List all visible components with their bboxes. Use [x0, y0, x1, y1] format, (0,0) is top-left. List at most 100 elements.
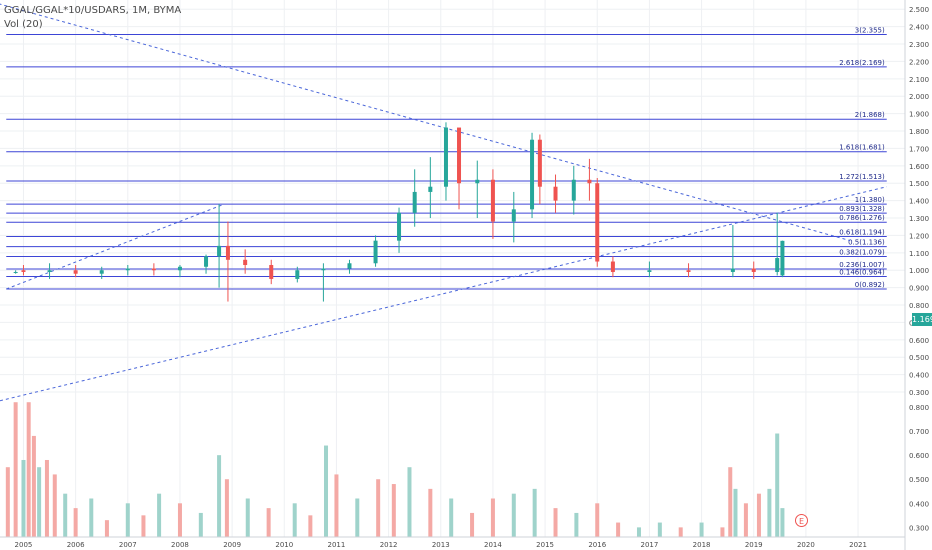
candle-body	[397, 212, 402, 241]
y-tick-label: 2.300	[909, 41, 929, 49]
candle-body	[217, 245, 222, 257]
x-tick-label: 2015	[536, 541, 554, 549]
y-tick-label: 1.700	[909, 145, 929, 153]
candle-body	[595, 183, 600, 262]
volume-bar	[125, 503, 130, 537]
volume-bar	[21, 459, 26, 537]
volume-bar	[13, 402, 18, 537]
candle-body	[373, 240, 378, 264]
volume-bar	[73, 508, 78, 537]
candle-body	[511, 209, 516, 222]
y-tick-label: 1.500	[909, 180, 929, 188]
candle-body	[295, 270, 300, 279]
candle-body	[475, 179, 480, 184]
y-tick-label: 0.400	[909, 372, 929, 380]
candle-body	[443, 127, 448, 187]
y-tick-label: 2.200	[909, 58, 929, 66]
volume-bar	[636, 527, 641, 537]
candle-body	[321, 268, 326, 271]
volume-bars	[5, 402, 785, 537]
volume-bar	[37, 467, 42, 537]
candle-body	[686, 270, 691, 272]
volume-bar	[104, 520, 109, 537]
candle-body	[177, 266, 182, 271]
volume-bar	[245, 498, 250, 537]
y-tick-label: 2.400	[909, 24, 929, 32]
x-tick-label: 2013	[432, 541, 450, 549]
fib-level-label: 1.272(1.513)	[839, 173, 885, 181]
volume-bar	[324, 445, 329, 537]
volume-bar	[89, 498, 94, 537]
y-tick-label: 2.500	[909, 6, 929, 14]
x-tick-label: 2011	[328, 541, 346, 549]
candle-body	[775, 258, 780, 272]
volume-bar	[780, 508, 785, 537]
fib-level-label: 3(2.355)	[855, 26, 885, 34]
candle-body	[457, 127, 462, 184]
volume-bar	[26, 402, 31, 537]
candle-body	[243, 259, 248, 266]
candle-body	[751, 268, 756, 272]
fib-level-label: 0.382(1.079)	[839, 248, 885, 256]
fib-level-label: 0.236(1.007)	[839, 261, 885, 269]
volume-bar	[407, 467, 412, 537]
y-tick-label: 0.800	[909, 302, 929, 310]
volume-bar	[266, 508, 271, 537]
candle-body	[490, 179, 495, 222]
volume-bar	[63, 493, 68, 537]
y-tick-label: 1.800	[909, 128, 929, 136]
candle-body	[99, 270, 104, 274]
volume-bar	[52, 474, 57, 537]
trendline	[0, 186, 887, 402]
volume-bar	[767, 488, 772, 537]
volume-bar	[553, 508, 558, 537]
candle-body	[225, 245, 230, 260]
symbol-label[interactable]: GGAL/GGAL*10/USDARS, 1M, BYMA	[4, 5, 182, 16]
candle-body	[73, 270, 78, 274]
volume-bar	[334, 474, 339, 537]
volume-bar	[5, 467, 10, 537]
volume-bar	[733, 488, 738, 537]
volume-bar	[308, 515, 313, 537]
grid-lines	[0, 0, 905, 537]
volume-tick-label: 0.400	[909, 500, 929, 508]
trendline	[0, 3, 851, 242]
fib-level-label: 1(1.380)	[855, 196, 885, 204]
x-tick-label: 2012	[380, 541, 398, 549]
volume-bar	[31, 435, 36, 537]
candle-body	[530, 139, 535, 210]
fib-level-label: 0.5(1.136)	[848, 239, 885, 247]
x-tick-label: 2021	[849, 541, 867, 549]
volume-bar	[756, 493, 761, 537]
volume-bar	[595, 503, 600, 537]
fib-level-label: 2.618(2.169)	[839, 59, 885, 67]
volume-bar	[44, 459, 49, 537]
volume-bar	[198, 512, 203, 537]
volume-bar	[141, 515, 146, 537]
volume-tick-label: 0.800	[909, 404, 929, 412]
chart-legend: GGAL/GGAL*10/USDARS, 1M, BYMA Vol (20)	[4, 4, 181, 32]
volume-bar	[728, 467, 733, 537]
y-tick-label: 0.500	[909, 354, 929, 362]
fib-level-label: 1.618(1.681)	[839, 144, 885, 152]
y-tick-label: 1.900	[909, 111, 929, 119]
y-tick-label: 0.600	[909, 337, 929, 345]
x-tick-label: 2020	[797, 541, 815, 549]
fib-level-label: 2(1.868)	[855, 111, 885, 119]
volume-bar	[616, 522, 621, 537]
volume-bar	[490, 498, 495, 537]
volume-indicator-label[interactable]: Vol (20)	[4, 19, 43, 30]
x-tick-label: 2010	[275, 541, 293, 549]
volume-bar	[391, 484, 396, 537]
volume-bar	[743, 503, 748, 537]
earnings-marker[interactable]: E	[795, 514, 808, 527]
x-tick-label: 2005	[15, 541, 33, 549]
y-tick-label: 1.400	[909, 198, 929, 206]
candle-body	[587, 179, 592, 184]
candle-body	[412, 191, 417, 213]
volume-tick-label: 0.600	[909, 452, 929, 460]
volume-bar	[574, 512, 579, 537]
trendline	[6, 203, 225, 290]
y-tick-label: 1.200	[909, 232, 929, 240]
